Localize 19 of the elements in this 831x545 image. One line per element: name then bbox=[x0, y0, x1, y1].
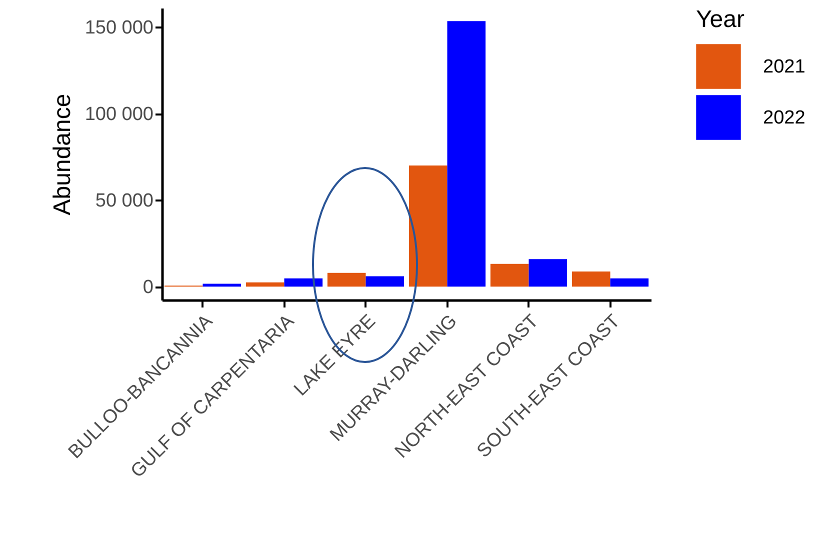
bar bbox=[490, 264, 529, 287]
legend-label: 2021 bbox=[763, 56, 806, 78]
bar bbox=[528, 259, 568, 287]
legend-title: Year bbox=[696, 6, 744, 33]
y-tick-label: 0 bbox=[142, 277, 154, 298]
bar bbox=[408, 166, 448, 287]
bar bbox=[366, 276, 404, 287]
bar bbox=[284, 278, 323, 287]
y-tick-label: 150 000 bbox=[84, 18, 154, 39]
bar bbox=[202, 284, 242, 287]
bar bbox=[246, 282, 284, 287]
y-tick-label: 50 000 bbox=[95, 190, 154, 212]
y-axis-title: Abundance bbox=[48, 94, 76, 216]
y-tick-label: 100 000 bbox=[84, 104, 154, 126]
bar bbox=[327, 272, 366, 287]
bar bbox=[572, 271, 610, 287]
legend-label: 2022 bbox=[763, 108, 806, 128]
bar bbox=[610, 278, 649, 287]
bar bbox=[447, 21, 486, 287]
